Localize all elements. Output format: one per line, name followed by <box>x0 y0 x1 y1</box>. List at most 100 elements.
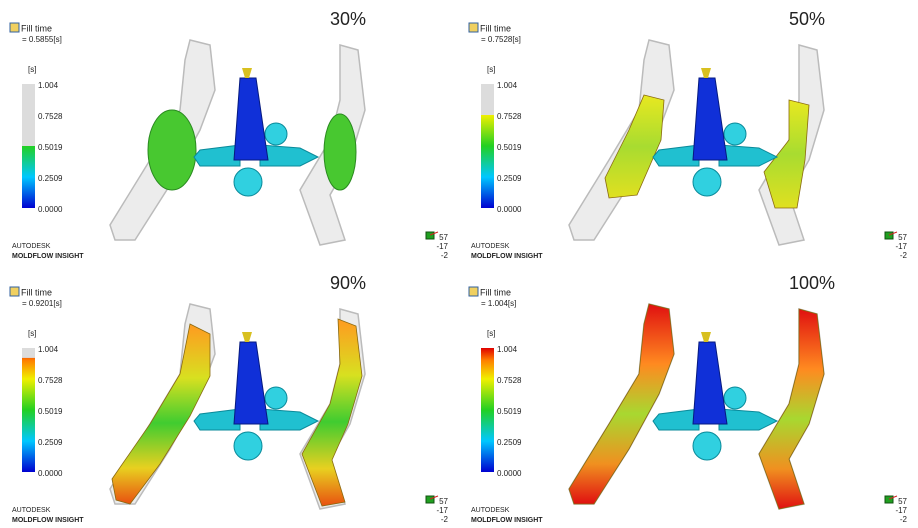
scale-label: 0.0000 <box>497 205 522 214</box>
triad-label: -17 <box>895 242 907 251</box>
result-value: = 0.7528[s] <box>481 35 521 44</box>
scale-unit: [s] <box>28 65 36 74</box>
scale-label: 0.5019 <box>497 407 522 416</box>
brand: AUTODESK <box>12 243 51 250</box>
scale-label: 1.004 <box>497 81 518 90</box>
scale-label: 1.004 <box>38 345 59 354</box>
runner-right <box>718 408 779 431</box>
triad <box>884 495 894 504</box>
product: MOLDFLOW INSIGHT <box>471 253 543 260</box>
brand: AUTODESK <box>471 243 510 250</box>
runner-left <box>652 144 700 167</box>
result-value: = 0.5855[s] <box>22 35 62 44</box>
scale-label: 0.0000 <box>38 469 63 478</box>
result-panel: Fill time = 1.004[s] 100% [s]1.004 0.7528 0.5… <box>468 273 908 524</box>
percent-label: 30% <box>330 9 366 29</box>
triad-label: 57 <box>439 233 448 242</box>
brand: AUTODESK <box>12 507 51 514</box>
triad-label: -2 <box>900 251 908 260</box>
result-name: Fill time <box>21 287 52 297</box>
gate-tip <box>242 332 252 342</box>
scale-label: 1.004 <box>497 345 518 354</box>
result-name: Fill time <box>480 287 511 297</box>
scale-unfilled <box>22 84 35 146</box>
percent-label: 90% <box>330 273 366 293</box>
right-fill <box>758 308 825 510</box>
runner-right <box>718 144 779 167</box>
triad <box>425 495 435 504</box>
right-fill <box>763 99 810 209</box>
result-panel: Fill time = 0.9201[s] 90% [s]1.004 0.7528 0.5… <box>9 273 449 524</box>
scale-label: 1.004 <box>38 81 59 90</box>
scale-label: 0.0000 <box>38 205 63 214</box>
product: MOLDFLOW INSIGHT <box>471 517 543 524</box>
scale-bar <box>481 348 494 472</box>
triad-axis <box>888 495 898 500</box>
runner-front <box>233 167 263 197</box>
scale-label: 0.2509 <box>38 438 63 447</box>
runner-back <box>264 386 288 410</box>
result-icon <box>468 22 479 33</box>
triad-label: 57 <box>439 497 448 506</box>
triad-label: -17 <box>895 506 907 515</box>
percent-label: 100% <box>789 273 835 293</box>
triad-label: -2 <box>441 515 449 524</box>
triad-axis <box>429 231 439 236</box>
runner-back <box>723 386 747 410</box>
gate-tip <box>701 68 711 78</box>
triad-label: -2 <box>441 251 449 260</box>
sprue <box>233 77 269 161</box>
scale-label: 0.7528 <box>38 112 63 121</box>
runner-front <box>692 431 722 461</box>
left-fill <box>568 303 675 505</box>
scale-unit: [s] <box>487 329 495 338</box>
triad-label: 57 <box>898 497 907 506</box>
left-fill <box>111 323 211 505</box>
sprue <box>233 341 269 425</box>
result-icon <box>9 22 20 33</box>
scale-unfilled <box>22 348 35 358</box>
triad-label: -2 <box>900 515 908 524</box>
sprue <box>692 341 728 425</box>
scale-unit: [s] <box>487 65 495 74</box>
scale-label: 0.5019 <box>497 143 522 152</box>
gate-tip <box>701 332 711 342</box>
percent-label: 50% <box>789 9 825 29</box>
triad <box>884 231 894 240</box>
result-icon <box>468 286 479 297</box>
gate-tip <box>242 68 252 78</box>
runner-right <box>259 408 320 431</box>
runner-left <box>652 408 700 431</box>
result-name: Fill time <box>480 23 511 33</box>
runner-front <box>692 167 722 197</box>
scale-bar <box>22 348 35 472</box>
scale-label: 0.2509 <box>497 174 522 183</box>
runner-left <box>193 408 241 431</box>
triad-axis <box>888 231 898 236</box>
brand: AUTODESK <box>471 507 510 514</box>
result-panel: Fill time = 0.5855[s] 30% [s]1.004 0.7528 0.5… <box>9 9 449 260</box>
triad <box>425 231 435 240</box>
triad-axis <box>429 495 439 500</box>
triad-label: -17 <box>436 506 448 515</box>
right-fill <box>301 318 363 507</box>
product: MOLDFLOW INSIGHT <box>12 253 84 260</box>
scale-label: 0.2509 <box>38 174 63 183</box>
left-fill <box>604 94 665 199</box>
scale-label: 0.5019 <box>38 407 63 416</box>
scale-unit: [s] <box>28 329 36 338</box>
right-fill <box>323 113 357 191</box>
scale-label: 0.7528 <box>38 376 63 385</box>
runner-left <box>193 144 241 167</box>
runner-back <box>264 122 288 146</box>
triad-label: -17 <box>436 242 448 251</box>
runner-front <box>233 431 263 461</box>
left-fill <box>147 109 197 191</box>
scale-label: 0.7528 <box>497 376 522 385</box>
result-name: Fill time <box>21 23 52 33</box>
result-icon <box>9 286 20 297</box>
runner-right <box>259 144 320 167</box>
sprue <box>692 77 728 161</box>
